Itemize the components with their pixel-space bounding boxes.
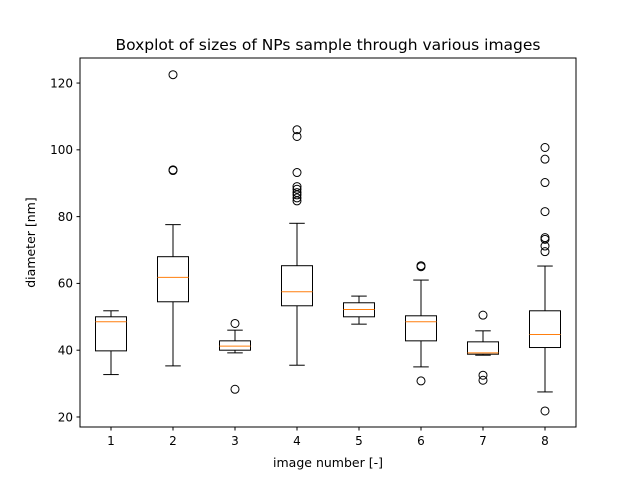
x-tick-label: 5 xyxy=(355,434,363,448)
flier-point xyxy=(540,233,550,243)
box-iqr xyxy=(529,310,561,349)
flier-point xyxy=(540,142,550,152)
flier-point xyxy=(292,131,302,141)
x-tick-label: 3 xyxy=(231,434,239,448)
flier-point xyxy=(230,318,240,328)
chart-title: Boxplot of sizes of NPs sample through v… xyxy=(115,36,540,54)
flier-point xyxy=(540,406,550,416)
flier-point xyxy=(292,193,302,203)
x-tick-label: 8 xyxy=(541,434,549,448)
flier-point xyxy=(292,184,302,194)
y-tick-label: 80 xyxy=(58,210,73,224)
box-iqr xyxy=(157,256,189,303)
box-iqr xyxy=(219,340,251,351)
flier-point xyxy=(168,70,178,80)
flier-point xyxy=(292,182,302,192)
box-iqr xyxy=(95,316,127,352)
flier-point xyxy=(540,178,550,188)
flier-point xyxy=(230,384,240,394)
y-axis-label: diameter [nm] xyxy=(23,197,38,288)
flier-point xyxy=(168,165,178,175)
y-tick-label: 20 xyxy=(58,410,73,424)
flier-point xyxy=(478,310,488,320)
y-tick-label: 120 xyxy=(50,76,73,90)
box-iqr xyxy=(405,315,437,342)
x-tick-label: 7 xyxy=(479,434,487,448)
plot-area: 20 40 60 80 100 120 1 2 3 4 5 6 7 8 xyxy=(50,70,561,448)
y-tick-label: 60 xyxy=(58,277,73,291)
flier-point xyxy=(540,247,550,257)
flier-point xyxy=(292,168,302,178)
box-iqr xyxy=(467,341,499,355)
y-tick-label: 100 xyxy=(50,143,73,157)
box-iqr xyxy=(281,265,313,307)
flier-point xyxy=(416,261,426,271)
x-tick-label: 1 xyxy=(107,434,115,448)
flier-point xyxy=(292,125,302,135)
axes-frame xyxy=(79,57,577,428)
flier-point xyxy=(292,188,302,198)
x-tick-label: 2 xyxy=(169,434,177,448)
x-axis-label: image number [-] xyxy=(273,455,383,470)
x-tick-label: 6 xyxy=(417,434,425,448)
y-tick-label: 40 xyxy=(58,343,73,357)
flier-point xyxy=(478,375,488,385)
flier-point xyxy=(540,207,550,217)
x-tick-label: 4 xyxy=(293,434,301,448)
flier-point xyxy=(416,376,426,386)
flier-point xyxy=(478,370,488,380)
flier-point xyxy=(540,154,550,164)
